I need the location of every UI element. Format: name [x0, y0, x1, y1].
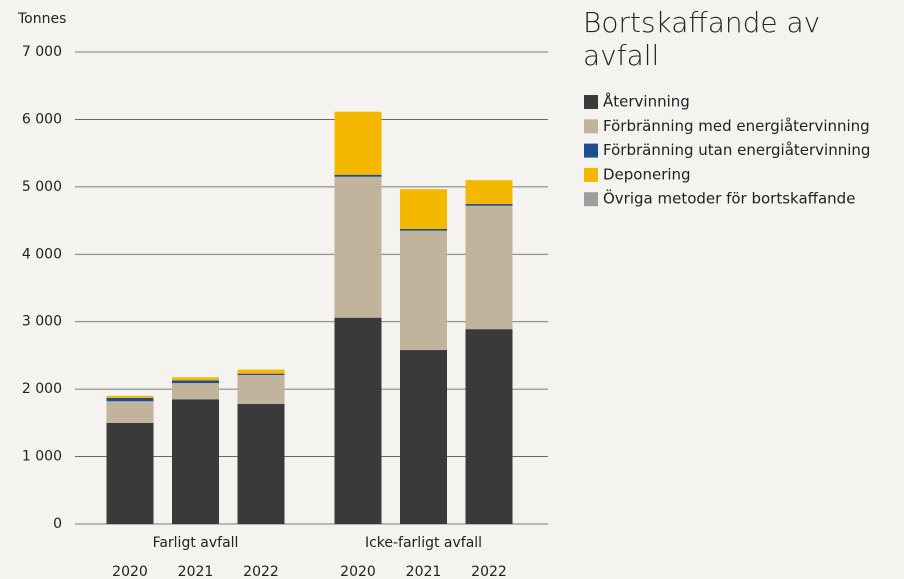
bar-segment	[237, 369, 285, 374]
y-tick-label: 3 000	[22, 314, 62, 330]
bar-segment	[334, 174, 382, 177]
x-tick-label: 2020	[112, 564, 148, 579]
bar-segment	[237, 374, 285, 404]
bar-segment	[465, 205, 513, 330]
bar-segment	[334, 176, 382, 318]
group-label: Farligt avfall	[153, 535, 239, 551]
bar-segment	[106, 401, 154, 423]
chart-title: Bortskaffande av avfall	[583, 6, 821, 72]
bar-segment	[172, 377, 219, 381]
x-tick-label: 2020	[340, 564, 376, 579]
y-tick-label: 7 000	[22, 44, 62, 60]
group-label: Icke-farligt avfall	[365, 535, 482, 551]
bar-segment	[465, 180, 513, 205]
y-tick-label: 1 000	[22, 449, 62, 465]
bar-segment	[106, 397, 154, 402]
y-tick-label: 5 000	[22, 179, 62, 195]
x-tick-label: 2022	[471, 564, 507, 579]
bar-segment	[400, 229, 447, 231]
bar-segment	[106, 422, 154, 524]
bar-segment	[465, 204, 513, 206]
y-axis-label: Tonnes	[17, 11, 66, 27]
bar-segment	[237, 373, 285, 375]
bar-segment	[172, 380, 219, 384]
bar-segment	[400, 189, 447, 229]
bar-segment	[334, 317, 382, 524]
bar-segment	[106, 395, 154, 398]
legend-label: Återvinning	[603, 92, 690, 111]
legend-label: Förbränning utan energiåtervinning	[603, 141, 870, 159]
bar-segment	[172, 399, 219, 524]
bar-segment	[465, 329, 513, 524]
legend-swatch	[584, 167, 598, 182]
legend-swatch	[584, 95, 598, 109]
bar-segment	[400, 230, 447, 351]
y-tick-label: 4 000	[22, 246, 62, 262]
bar-segment	[237, 403, 285, 524]
x-tick-label: 2021	[178, 564, 214, 579]
legend-label: Förbränning med energiåtervinning	[603, 117, 870, 135]
x-tick-label: 2021	[406, 564, 442, 579]
legend-label: Deponering	[603, 165, 691, 183]
bar-segment	[400, 350, 447, 524]
legend-swatch	[584, 143, 598, 158]
legend-swatch	[584, 192, 598, 207]
y-tick-label: 6 000	[22, 111, 62, 127]
bar-segment	[172, 383, 219, 400]
x-tick-label: 2022	[243, 564, 279, 579]
bar-segment	[334, 111, 382, 175]
legend-label: Övriga metoder för bortskaffande	[603, 189, 855, 208]
legend-swatch	[584, 119, 598, 134]
y-tick-label: 2 000	[22, 381, 62, 397]
y-tick-label: 0	[53, 516, 62, 532]
